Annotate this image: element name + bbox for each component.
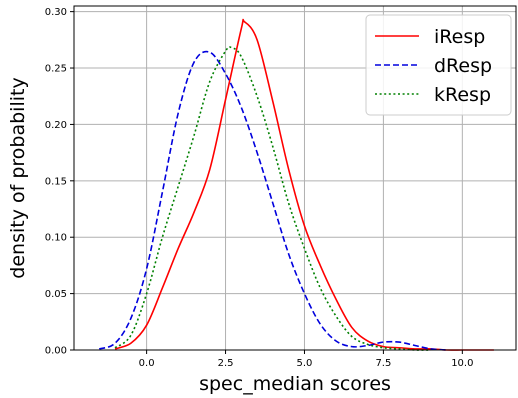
y-tick-label: 0.00 (45, 346, 67, 357)
legend-box (365, 14, 512, 116)
x-tick-label: 2.5 (218, 358, 234, 369)
x-tick-label: 0.0 (139, 358, 155, 369)
legend-label-kresp: kResp (434, 84, 491, 106)
x-tick-label: 10.0 (451, 358, 473, 369)
y-tick-label: 0.20 (45, 120, 67, 131)
y-tick-label: 0.15 (45, 176, 67, 187)
y-tick-label: 0.10 (45, 233, 67, 244)
legend: iResp dResp kResp (365, 14, 512, 116)
y-tick-label: 0.30 (45, 7, 67, 18)
x-axis-title: spec_median scores (199, 373, 391, 395)
y-tick-label: 0.25 (45, 64, 67, 75)
legend-label-dresp: dResp (434, 55, 492, 77)
legend-label-iresp: iResp (434, 26, 485, 48)
x-tick-label: 5.0 (297, 358, 313, 369)
y-tick-label: 0.05 (45, 289, 67, 300)
plot-frame (73, 5, 517, 351)
x-tick-label: 7.5 (375, 358, 391, 369)
y-axis-ticks: 0.00 0.05 0.10 0.15 0.20 0.25 0.30 (45, 7, 74, 357)
series-lines (98, 18, 494, 351)
series-line-iresp (114, 18, 494, 351)
series-line-kresp (114, 46, 431, 351)
series-line-dresp (98, 50, 447, 351)
y-axis-title: density of probability (7, 77, 29, 278)
x-axis-ticks: 0.0 2.5 5.0 7.5 10.0 (139, 350, 473, 369)
